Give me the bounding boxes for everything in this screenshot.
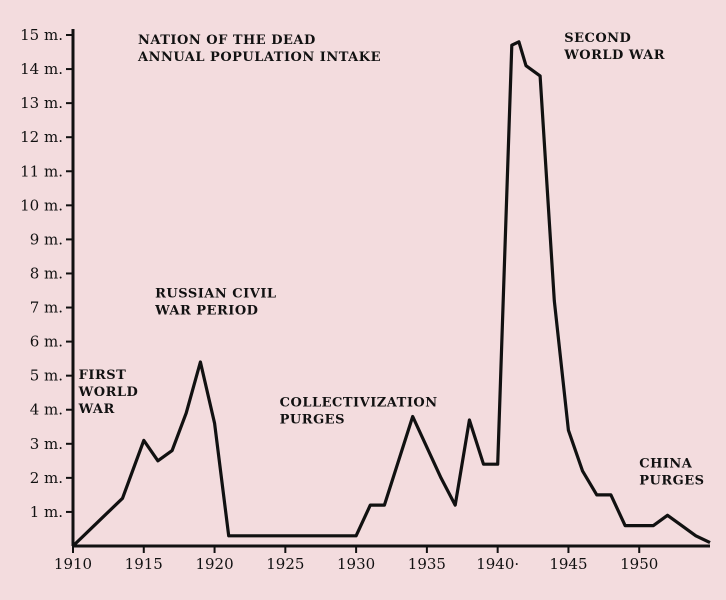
axes [71,29,710,548]
y-tick-label: 2 m. [30,469,63,487]
y-tick-label: 12 m. [20,128,63,146]
y-tick-label: 5 m. [30,367,63,385]
annotations: FIRST WORLD WAR RUSSIAN CIVIL WAR PERIOD COLL… [78,31,704,489]
y-tick-label: 8 m. [30,264,63,282]
y-tick-label: 15 m. [20,26,63,44]
x-tick-label: 1930 [337,555,375,573]
annotation-label: RUSSIAN CIVIL [155,286,276,301]
series-layer [71,40,711,548]
x-ticks: 1910 1915 1920 1925 1930 1935 1940· 1945 1950 [54,546,658,573]
y-tick-label: 6 m. [30,333,63,351]
y-tick-label: 11 m. [20,162,63,180]
annotation-label: PURGES [639,474,704,489]
y-tick-label: 14 m. [20,60,63,78]
annotation-label: CHINA [639,457,693,472]
y-tick-label: 9 m. [30,230,63,248]
annotation-label: WORLD [78,385,139,400]
y-tick-label: 3 m. [30,435,63,453]
y-ticks: 1 m. 2 m. 3 m. 4 m. 5 m. 6 m. 7 m. 8 m. 9 m. 10 m… [20,26,73,521]
annotation-label: WAR [78,402,115,417]
y-tick-label: 13 m. [20,94,63,112]
x-tick-label: 1950 [620,555,658,573]
x-tick-label: 1940· [476,555,519,573]
annotation-label: SECOND [564,31,631,46]
y-tick-label: 4 m. [30,401,63,419]
y-tick-label: 7 m. [30,299,63,317]
annotation-label: COLLECTIVIZATION [280,395,438,410]
x-tick-label: 1915 [125,555,163,573]
x-tick-label: 1925 [266,555,304,573]
y-tick-label: 10 m. [20,196,63,214]
x-tick-label: 1945 [549,555,587,573]
annotation-label: FIRST [79,368,127,383]
x-tick-label: 1920 [195,555,233,573]
x-tick-label: 1935 [408,555,446,573]
chart-title-line-2: ANNUAL POPULATION INTAKE [137,50,381,65]
annotation-label: PURGES [280,412,345,427]
annotation-label: WORLD WAR [563,48,665,63]
series-line [71,40,711,548]
chart-title-line-1: NATION OF THE DEAD [138,33,316,48]
annotation-label: WAR PERIOD [154,303,258,318]
y-tick-label: 1 m. [30,503,63,521]
x-tick-label: 1910 [54,555,92,573]
